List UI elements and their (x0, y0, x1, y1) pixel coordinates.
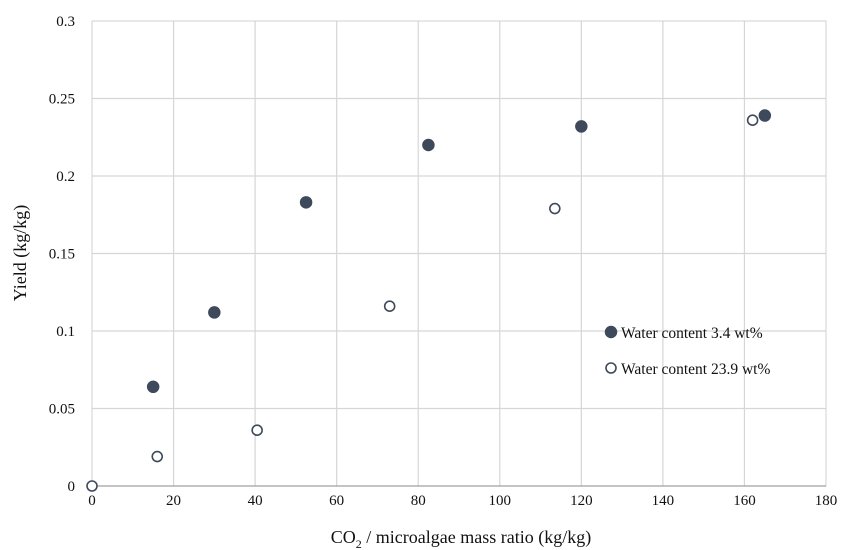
data-point-series-2 (549, 202, 561, 215)
legend-marker-series-1 (604, 325, 618, 339)
y-tick-label: 0 (68, 479, 76, 495)
data-point-series-2 (251, 424, 263, 437)
legend-label-series-1: Water content 3.4 wt% (621, 325, 763, 342)
x-tick-label: 20 (166, 493, 181, 509)
data-point-series-2 (746, 114, 759, 126)
y-axis-ticks: 0 0.05 0.1 0.15 0.2 0.25 0.3 (49, 14, 75, 495)
x-axis-title-main: CO (331, 527, 356, 547)
data-point-series-1 (299, 196, 313, 209)
x-tick-label: 100 (489, 493, 512, 509)
y-tick-label: 0.25 (49, 92, 75, 108)
x-axis-title: CO2 / microalgae mass ratio (kg/kg) (331, 527, 591, 550)
x-axis-title-subscript: 2 (356, 537, 362, 550)
y-tick-label: 0.15 (49, 247, 75, 263)
x-tick-label: 140 (652, 493, 675, 509)
x-tick-label: 180 (815, 493, 838, 509)
data-point-series-1 (146, 380, 160, 394)
x-tick-label: 120 (570, 493, 593, 509)
x-tick-label: 60 (329, 493, 344, 509)
grid (92, 21, 826, 486)
data-point-series-2 (86, 480, 98, 492)
legend-marker-series-2 (605, 362, 617, 374)
data-point-series-1 (758, 109, 772, 122)
x-axis-title-rest: / microalgae mass ratio (kg/kg) (362, 527, 591, 548)
data-points (86, 109, 772, 492)
legend-label-series-2: Water content 23.9 wt% (621, 361, 770, 378)
data-point-series-1 (575, 120, 588, 133)
data-point-series-2 (383, 300, 396, 313)
y-tick-label: 0.1 (56, 324, 75, 340)
y-tick-label: 0.05 (49, 402, 75, 418)
x-tick-label: 80 (411, 493, 426, 509)
y-tick-label: 0.2 (56, 169, 75, 185)
data-point-series-1 (422, 138, 435, 152)
x-tick-label: 0 (88, 493, 96, 509)
x-tick-label: 40 (248, 493, 263, 509)
x-tick-label: 160 (733, 493, 756, 509)
y-tick-label: 0.3 (56, 14, 75, 30)
legend: Water content 3.4 wt% Water content 23.9… (604, 325, 770, 378)
y-axis-title: Yield (kg/kg) (10, 205, 31, 302)
x-axis-ticks: 0 20 40 60 80 100 120 140 160 180 (88, 493, 837, 509)
data-point-series-1 (208, 306, 221, 319)
data-point-series-2 (151, 450, 164, 463)
